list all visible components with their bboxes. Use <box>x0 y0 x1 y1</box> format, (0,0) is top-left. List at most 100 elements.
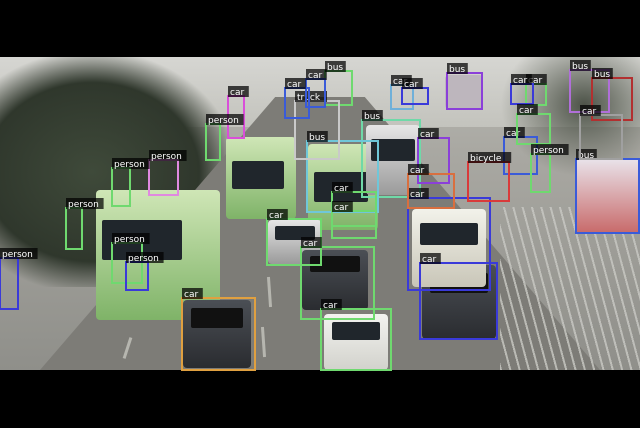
label-background <box>228 86 249 97</box>
label-background <box>285 78 306 89</box>
bbox-person <box>111 167 131 207</box>
label-background <box>517 104 538 115</box>
detection-label: person <box>533 146 564 156</box>
detection-label: car <box>582 107 596 117</box>
label-background <box>402 78 423 89</box>
detection-label: car <box>410 190 424 200</box>
detection-label: car <box>303 239 317 249</box>
label-background <box>418 128 439 139</box>
label-background <box>325 61 346 72</box>
bbox-car <box>417 137 450 184</box>
bbox-person <box>125 261 149 291</box>
bbox-car <box>579 114 623 160</box>
bbox-car <box>419 262 498 340</box>
detection-label: car <box>410 166 424 176</box>
label-background <box>126 252 164 263</box>
label-background <box>468 152 512 163</box>
detection-label: person <box>128 254 159 264</box>
detection-label: car <box>513 76 527 86</box>
bbox-car <box>510 83 534 105</box>
label-background <box>206 114 244 125</box>
label-background <box>408 188 429 199</box>
bbox-car <box>320 308 392 371</box>
bbox-bicycle <box>467 161 510 202</box>
label-background <box>306 69 327 80</box>
bbox-truck <box>294 100 340 160</box>
detection-label: person <box>114 160 145 170</box>
detection-label: bus <box>572 62 588 72</box>
detection-label: bus <box>364 112 380 122</box>
detection-label: car <box>404 80 418 90</box>
detection-label: person <box>151 152 182 162</box>
detection-label: bus <box>578 151 594 161</box>
label-background <box>391 75 412 86</box>
detection-label: person <box>208 116 239 126</box>
label-background <box>332 201 353 212</box>
label-background <box>580 105 601 116</box>
label-background <box>420 253 441 264</box>
guard-rail <box>500 207 640 370</box>
detection-label: car <box>184 290 198 300</box>
bbox-car <box>407 197 491 291</box>
detection-label: car <box>230 88 244 98</box>
label-background <box>112 233 150 244</box>
label-background <box>0 248 38 259</box>
label-background <box>182 288 203 299</box>
bbox-person <box>65 207 83 250</box>
bbox-bus <box>575 158 640 234</box>
bbox-bus <box>324 70 353 106</box>
detection-label: bus <box>594 70 610 80</box>
detection-label: person <box>68 200 99 210</box>
bbox-car <box>401 87 429 105</box>
bbox-car <box>181 297 256 371</box>
bbox-car <box>331 210 377 239</box>
label-background <box>511 74 532 85</box>
detection-label: car <box>519 106 533 116</box>
bus <box>576 159 640 233</box>
label-background <box>447 63 468 74</box>
label-background <box>301 237 322 248</box>
detection-label: car <box>308 71 322 81</box>
detection-label: bus <box>309 133 325 143</box>
label-background <box>504 127 525 138</box>
bus <box>366 125 420 195</box>
label-background <box>149 150 187 161</box>
label-background <box>307 131 328 142</box>
bbox-bus <box>446 72 483 110</box>
label-background <box>362 110 383 121</box>
bbox-car <box>525 83 547 106</box>
label-background <box>408 164 429 175</box>
label-background <box>66 198 104 209</box>
bbox-car <box>300 246 375 320</box>
car <box>183 300 251 368</box>
label-background <box>112 158 150 169</box>
detection-label: bicycle <box>470 154 502 164</box>
detection-label: person <box>114 235 145 245</box>
detection-label: person <box>2 250 33 260</box>
detection-label: car <box>287 80 301 90</box>
detection-label: bus <box>449 65 465 75</box>
detection-label: car <box>422 255 436 265</box>
label-background <box>531 144 569 155</box>
label-background <box>592 68 613 79</box>
bbox-person <box>0 257 19 310</box>
label-background <box>570 60 591 71</box>
detection-label: car <box>393 77 407 87</box>
label-background <box>526 74 547 85</box>
detection-label: car <box>528 76 542 86</box>
label-background <box>295 91 327 102</box>
label-background <box>267 209 288 220</box>
car <box>302 250 368 310</box>
detection-label: bus <box>327 63 343 73</box>
bus <box>445 75 483 109</box>
detection-label: car <box>506 129 520 139</box>
detection-label: car <box>269 211 283 221</box>
bbox-bus <box>361 119 421 198</box>
detection-label: car <box>334 203 348 213</box>
bbox-person <box>205 123 221 161</box>
bbox-person <box>148 159 179 196</box>
bbox-car <box>407 173 455 209</box>
car <box>324 314 388 370</box>
label-background <box>321 299 342 310</box>
